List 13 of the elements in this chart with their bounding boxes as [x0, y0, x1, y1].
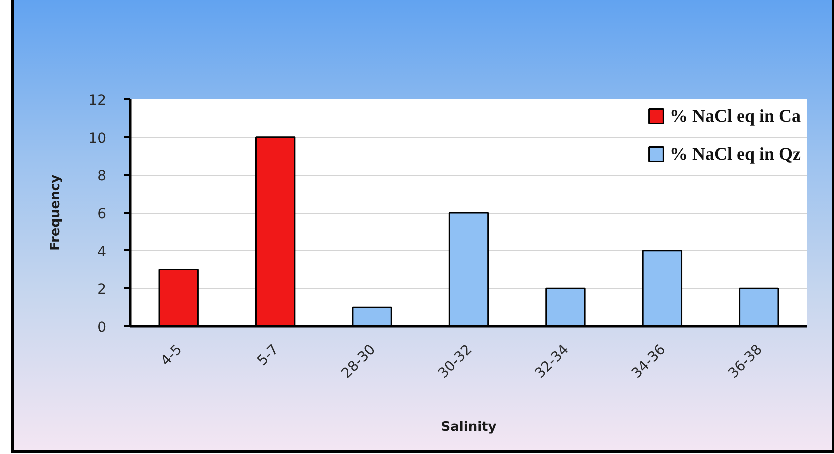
y-axis-title: Frequency — [48, 174, 64, 252]
x-axis-title: Salinity — [441, 420, 498, 436]
y-tick-label: 0 — [98, 320, 107, 336]
y-tick-label: 10 — [88, 130, 107, 147]
legend-label: % NaCl eq in Ca — [670, 105, 801, 127]
legend-label: % NaCl eq in Qz — [670, 143, 801, 165]
y-tick-label: 2 — [98, 282, 107, 298]
y-tick-label: 4 — [98, 244, 107, 260]
x-tick-label: 5-7 — [254, 342, 282, 370]
y-tick-label: 6 — [98, 206, 107, 222]
y-tick-label: 12 — [88, 93, 107, 109]
y-tick-label: 8 — [98, 168, 107, 185]
x-tick-label: 4-5 — [158, 342, 186, 370]
